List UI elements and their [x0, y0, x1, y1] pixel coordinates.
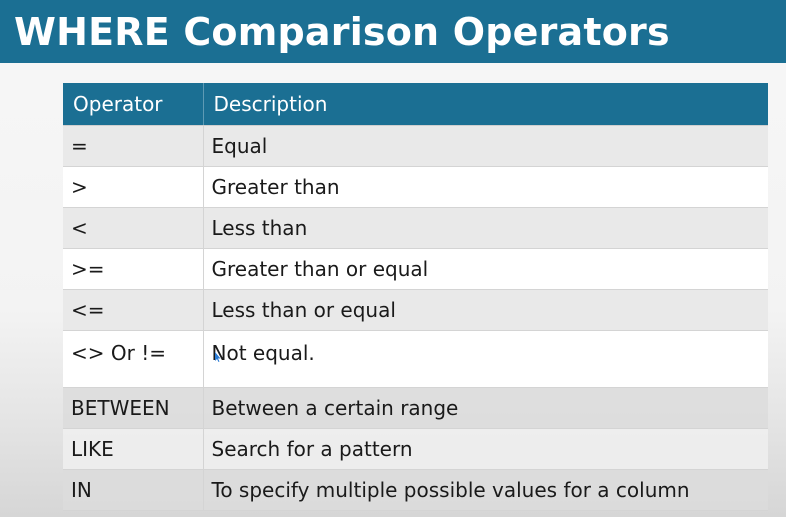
- table-header-row: Operator Description: [63, 83, 768, 126]
- table-row: <= Less than or equal: [63, 289, 768, 331]
- title-banner: WHERE Comparison Operators: [0, 0, 786, 63]
- description-cell: Greater than: [203, 166, 768, 208]
- operator-cell: >=: [63, 248, 204, 290]
- description-cell: Less than or equal: [203, 289, 768, 331]
- table-row: >= Greater than or equal: [63, 248, 768, 290]
- description-cell: Equal: [203, 125, 768, 167]
- column-header-operator: Operator: [63, 83, 204, 126]
- operator-cell: <=: [63, 289, 204, 331]
- description-cell: Between a certain range: [203, 387, 768, 429]
- table-row: < Less than: [63, 207, 768, 249]
- table-row: = Equal: [63, 125, 768, 167]
- operator-cell: <> Or !=: [63, 330, 204, 388]
- table-row: BETWEEN Between a certain range: [63, 387, 768, 429]
- description-cell: Greater than or equal: [203, 248, 768, 290]
- operator-cell: >: [63, 166, 204, 208]
- operator-cell: IN: [63, 469, 204, 511]
- operator-cell: BETWEEN: [63, 387, 204, 429]
- table-row: IN To specify multiple possible values f…: [63, 469, 768, 511]
- operators-table-container: Operator Description = Equal > Greater t…: [63, 83, 768, 511]
- table-row: > Greater than: [63, 166, 768, 208]
- operator-cell: =: [63, 125, 204, 167]
- mouse-cursor-icon: [215, 352, 221, 362]
- description-cell: Search for a pattern: [203, 428, 768, 470]
- table-row: LIKE Search for a pattern: [63, 428, 768, 470]
- slide-title: WHERE Comparison Operators: [14, 9, 670, 54]
- description-cell: To specify multiple possible values for …: [203, 469, 768, 511]
- operators-table: Operator Description = Equal > Greater t…: [63, 83, 768, 511]
- operator-cell: <: [63, 207, 204, 249]
- description-cell: Less than: [203, 207, 768, 249]
- description-cell: Not equal.: [203, 330, 768, 388]
- operator-cell: LIKE: [63, 428, 204, 470]
- column-header-description: Description: [203, 83, 768, 126]
- table-row: <> Or != Not equal.: [63, 330, 768, 388]
